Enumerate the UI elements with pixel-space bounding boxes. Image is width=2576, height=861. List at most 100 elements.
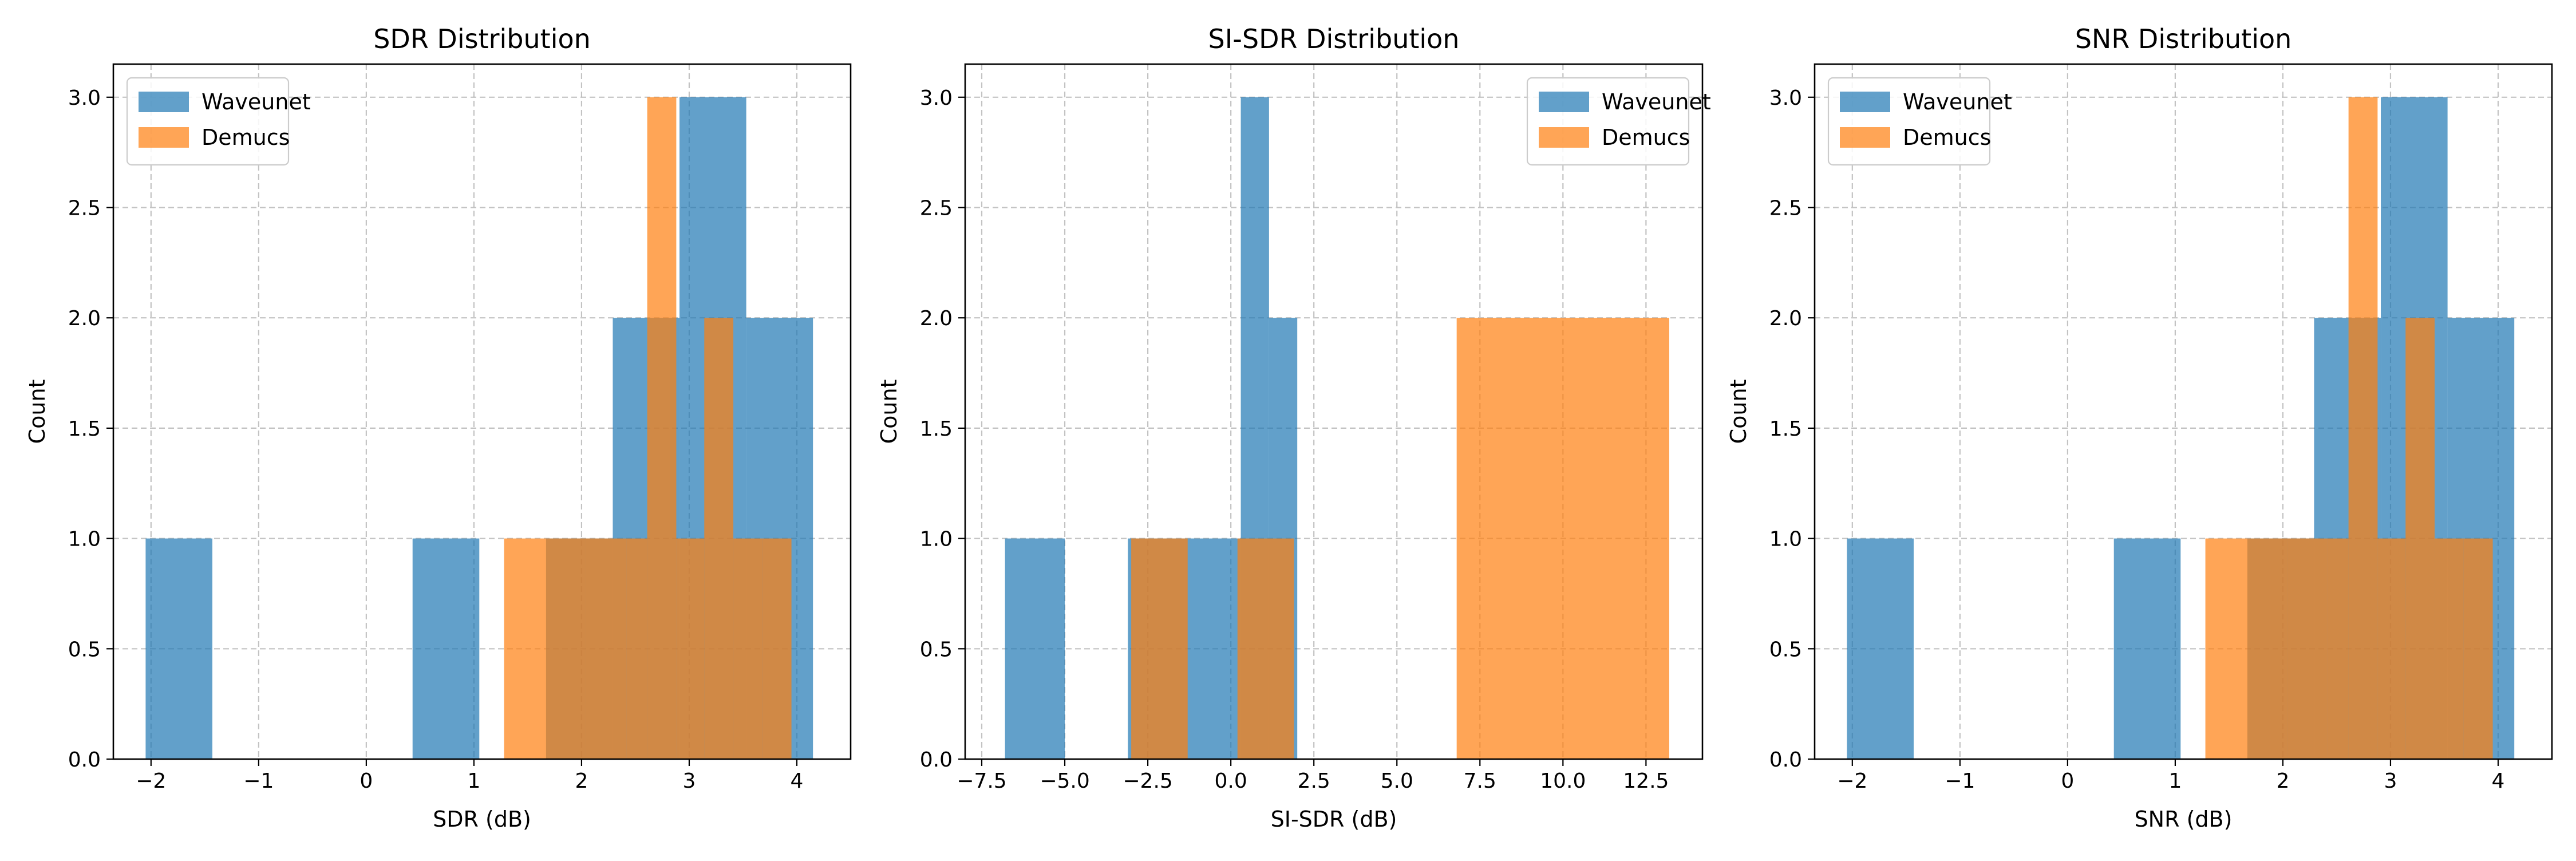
y-tick-label: 0.5 <box>920 638 953 661</box>
y-tick-label: 0.5 <box>68 638 101 661</box>
plot-frame <box>1814 63 2553 760</box>
bar-demucs <box>504 538 545 759</box>
legend-label-waveunet: Waveunet <box>202 89 311 114</box>
chart-title: SNR Distribution <box>2075 23 2292 54</box>
bar-waveunet <box>2113 538 2181 759</box>
bar-waveunet <box>1847 538 1914 759</box>
bar-demucs <box>2405 318 2435 759</box>
x-tick-label: 3 <box>2384 769 2397 793</box>
bar-demucs <box>2287 538 2328 759</box>
bar-demucs <box>1456 318 1669 759</box>
x-axis-label: SDR (dB) <box>433 807 531 832</box>
bar-demucs <box>626 538 647 759</box>
legend: Waveunet Demucs <box>1827 77 2012 166</box>
legend-label-demucs: Demucs <box>1903 125 1991 150</box>
bar-demucs <box>2435 538 2464 759</box>
x-tick-label: 3 <box>683 769 696 793</box>
x-tick-label: 1 <box>2168 769 2182 793</box>
x-tick-label: −1 <box>1945 769 1975 793</box>
legend-swatch-demucs <box>1840 127 1890 148</box>
x-tick-label: 0 <box>359 769 373 793</box>
bar-demucs <box>676 538 705 759</box>
legend-label-demucs: Demucs <box>1602 125 1690 150</box>
bar-demucs <box>2246 538 2287 759</box>
series-demucs <box>1131 318 1669 759</box>
y-tick-label: 1.5 <box>1769 417 1802 441</box>
bar-demucs <box>544 538 586 759</box>
y-tick-label: 3.0 <box>920 86 953 110</box>
legend-swatch-waveunet <box>1840 92 1890 112</box>
bar-waveunet <box>1184 538 1241 759</box>
legend-label-waveunet: Waveunet <box>1903 89 2012 114</box>
y-tick-label: 2.0 <box>1769 307 1802 330</box>
y-tick-label: 3.0 <box>68 86 101 110</box>
series-demucs <box>2205 97 2493 759</box>
y-tick-label: 2.5 <box>1769 197 1802 220</box>
bar-demucs <box>1237 538 1294 759</box>
y-tick-label: 2.0 <box>920 307 953 330</box>
legend-swatch-demucs <box>139 127 189 148</box>
legend-swatch-waveunet <box>1539 92 1589 112</box>
x-tick-label: 0.0 <box>1215 769 1247 793</box>
y-tick-label: 1.5 <box>920 417 953 441</box>
bar-demucs <box>762 538 792 759</box>
x-tick-label: −1 <box>243 769 274 793</box>
y-axis-label: Count <box>876 380 902 444</box>
bar-demucs <box>1131 538 1188 759</box>
y-axis-label: Count <box>1726 380 1751 444</box>
bar-demucs <box>2377 538 2406 759</box>
x-tick-label: −7.5 <box>957 769 1006 793</box>
plot-frame <box>112 63 852 760</box>
bar-waveunet <box>145 538 212 759</box>
bar-demucs <box>647 97 677 759</box>
legend-label-demucs: Demucs <box>202 125 290 150</box>
y-tick-label: 0.0 <box>1769 748 1802 772</box>
legend-swatch-demucs <box>1539 127 1589 148</box>
bar-demucs <box>2205 538 2246 759</box>
y-tick-label: 0.5 <box>1769 638 1802 661</box>
x-tick-label: 5.0 <box>1381 769 1413 793</box>
y-axis-label: Count <box>25 380 50 444</box>
plot-frame <box>964 63 1704 760</box>
x-tick-label: −2.5 <box>1123 769 1172 793</box>
y-tick-label: 2.5 <box>68 197 101 220</box>
legend-label-waveunet: Waveunet <box>1602 89 1711 114</box>
x-tick-label: 7.5 <box>1464 769 1496 793</box>
legend: Waveunet Demucs <box>126 77 311 166</box>
x-tick-label: −2 <box>1837 769 1867 793</box>
y-tick-label: 1.0 <box>68 528 101 551</box>
x-tick-label: 12.5 <box>1623 769 1669 793</box>
chart-panel-1: −2 −1 0 1 2 3 4 0.0 0.5 1.0 1.5 2.0 2.5 3.0 SDR Distri… <box>25 23 852 832</box>
series-demucs <box>504 97 792 759</box>
y-tick-label: 2.0 <box>68 307 101 330</box>
y-tick-label: 1.5 <box>68 417 101 441</box>
x-tick-label: 2.5 <box>1298 769 1330 793</box>
x-tick-label: 4 <box>791 769 804 793</box>
y-tick-label: 1.0 <box>1769 528 1802 551</box>
bar-demucs <box>2328 538 2349 759</box>
x-tick-label: 10.0 <box>1540 769 1586 793</box>
y-tick-label: 1.0 <box>920 528 953 551</box>
y-tick-label: 0.0 <box>68 748 101 772</box>
x-axis-label: SI-SDR (dB) <box>1271 807 1397 832</box>
x-axis-label: SNR (dB) <box>2135 807 2233 832</box>
y-tick-label: 3.0 <box>1769 86 1802 110</box>
chart-panel-3: −2 −1 0 1 2 3 4 0.0 0.5 1.0 1.5 2.0 2.5 3.0 SNR Distri… <box>1726 23 2553 832</box>
y-tick-label: 2.5 <box>920 197 953 220</box>
bar-demucs <box>733 538 762 759</box>
bar-demucs <box>586 538 627 759</box>
chart-title: SI-SDR Distribution <box>1208 23 1460 54</box>
bar-waveunet <box>412 538 480 759</box>
x-tick-label: −5.0 <box>1040 769 1089 793</box>
x-tick-label: 1 <box>467 769 480 793</box>
x-tick-label: 2 <box>575 769 588 793</box>
bar-demucs <box>2348 97 2378 759</box>
x-tick-label: 0 <box>2061 769 2074 793</box>
chart-panel-2: −7.5 −5.0 −2.5 0.0 2.5 5.0 7.5 10.0 12.5 0.0 0.5 1.… <box>876 23 1711 832</box>
x-tick-label: 4 <box>2492 769 2505 793</box>
legend-swatch-waveunet <box>139 92 189 112</box>
bar-waveunet <box>1005 538 1065 759</box>
bar-demucs <box>704 318 734 759</box>
